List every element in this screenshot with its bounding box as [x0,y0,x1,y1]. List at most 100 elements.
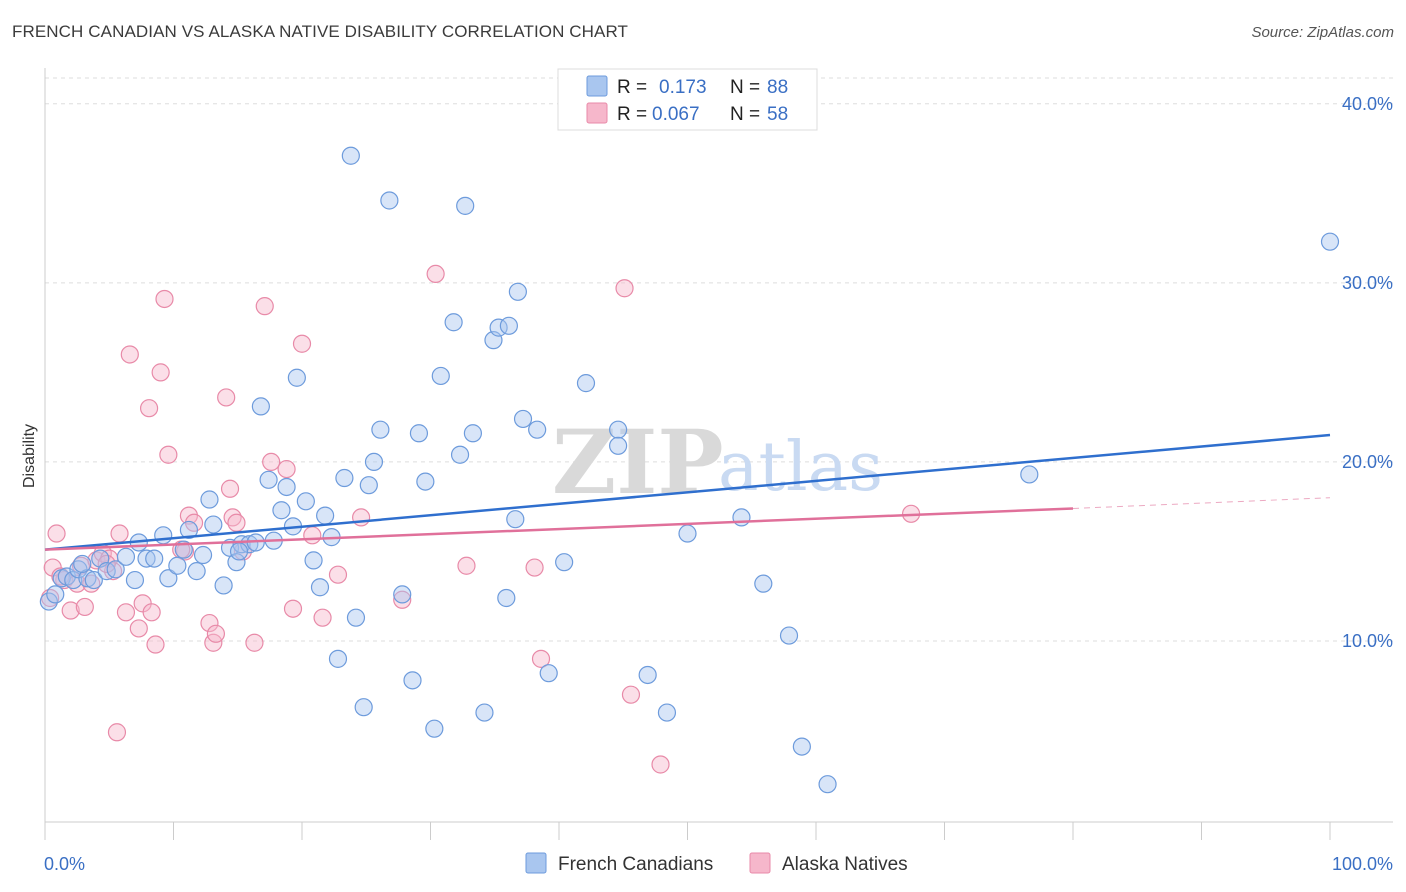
data-point [187,562,206,581]
data-point [129,619,148,638]
data-point [615,279,634,298]
data-point [217,388,236,407]
data-point [303,526,322,545]
data-point [499,316,518,335]
data-point [779,626,799,645]
data-point [193,545,213,565]
data-point [352,508,371,527]
trend-line-french-canadians [44,433,1331,551]
data-point [818,775,837,794]
data-point [296,492,315,511]
y-axis-title: Disability [21,424,38,488]
data-point [506,510,525,529]
legend-swatch-alaska-natives [749,852,771,874]
data-point [120,345,139,364]
data-point [316,506,335,525]
data-point [227,513,246,532]
data-point [179,520,199,540]
data-point [409,424,429,443]
data-point [214,576,233,595]
data-point [292,334,312,353]
data-point [371,420,390,439]
data-point [450,445,470,464]
data-point [283,599,303,618]
y-tick-label: 20.0% [1342,452,1393,472]
data-point [457,556,476,575]
data-point [97,562,116,581]
series-legend: French Canadians Alaska Natives [525,852,908,875]
data-point [555,553,574,572]
trend-lines [44,433,1331,551]
watermark-zip: ZIP [552,410,724,514]
data-point [154,526,173,545]
data-point [251,397,270,416]
data-point [277,477,296,497]
legend-label-french-canadians: French Canadians [558,854,713,875]
data-point [531,649,551,668]
data-point [539,664,558,683]
data-point [328,565,348,584]
french-canadians-points [39,146,1340,794]
axes [44,68,1393,840]
data-point [262,452,281,472]
data-point [220,479,240,498]
data-point [39,592,58,611]
data-point [200,613,219,633]
data-point [232,535,251,554]
data-point [528,420,547,439]
data-point [137,549,156,568]
data-point [425,719,444,738]
watermark-atlas: atlas [718,428,883,507]
stats-legend-pink-swatch [586,102,608,124]
data-point [310,578,330,597]
data-point [168,556,187,575]
data-point [125,570,145,590]
stats-legend-blue-swatch [586,75,608,97]
data-point [513,409,533,429]
data-point [426,264,445,284]
data-point [64,570,83,590]
data-point [84,570,103,590]
data-point [456,196,475,215]
stats-r-value-blue: 0.173 [659,77,707,98]
data-point [497,588,516,608]
data-point [227,553,246,572]
data-point [328,649,348,668]
data-point [657,703,677,722]
stats-n-label-blue: N = [730,77,760,98]
data-point [609,420,628,439]
data-point [146,635,165,654]
data-point [204,515,223,534]
data-point [46,585,65,604]
data-point [159,569,178,588]
stats-r-label-blue: R = [617,77,647,98]
data-point [272,501,291,520]
data-point [678,524,697,543]
data-point [525,558,544,577]
data-point [576,374,596,393]
data-point [444,313,463,332]
data-point [651,755,670,774]
data-point [732,508,751,527]
stats-r-value-pink: 0.067 [652,104,700,125]
data-point [107,723,127,742]
data-point [346,608,366,627]
data-point [229,542,249,561]
data-point [380,191,399,210]
data-point [47,524,66,543]
data-point [116,603,136,622]
data-point [104,562,123,581]
legend-swatch-french-canadians [525,852,547,874]
stats-n-value-pink: 58 [767,104,788,125]
chart-title: FRENCH CANADIAN VS ALASKA NATIVE DISABIL… [12,22,629,41]
data-point [393,590,412,609]
data-point [313,608,332,627]
data-point [1020,465,1039,484]
data-point [304,551,323,570]
data-point [621,685,641,704]
data-point [151,363,170,382]
data-point [431,366,450,386]
data-point [142,603,161,622]
data-point [609,436,628,455]
